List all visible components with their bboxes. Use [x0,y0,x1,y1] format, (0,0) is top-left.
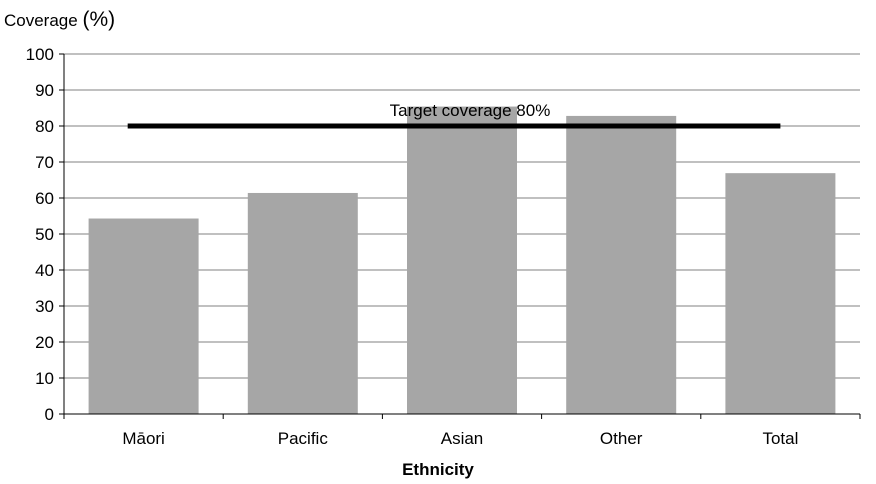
x-axis-label: Ethnicity [402,460,474,479]
y-tick-label: 0 [45,405,54,424]
x-tick-label: Māori [122,429,165,448]
target-label: Target coverage 80% [390,101,551,120]
x-tick-label: Pacific [278,429,329,448]
bar [725,173,836,414]
y-tick-label: 50 [35,225,54,244]
y-tick-label: 30 [35,297,54,316]
y-axis-label: Coverage (%) [4,8,115,32]
y-tick-label: 80 [35,117,54,136]
bar [566,115,677,415]
x-tick-label: Asian [441,429,484,448]
y-tick-label: 10 [35,369,54,388]
x-tick-label: Total [762,429,798,448]
y-axis-label-text: Coverage [4,11,78,30]
y-tick-label: 20 [35,333,54,352]
x-tick-label: Other [600,429,643,448]
y-axis-unit: (%) [82,8,116,31]
bar [407,106,517,414]
bar [247,192,358,414]
bar [88,218,199,414]
y-tick-label: 70 [35,153,54,172]
y-tick-label: 90 [35,81,54,100]
y-tick-label: 100 [26,45,54,64]
y-tick-label: 60 [35,189,54,208]
y-tick-label: 40 [35,261,54,280]
